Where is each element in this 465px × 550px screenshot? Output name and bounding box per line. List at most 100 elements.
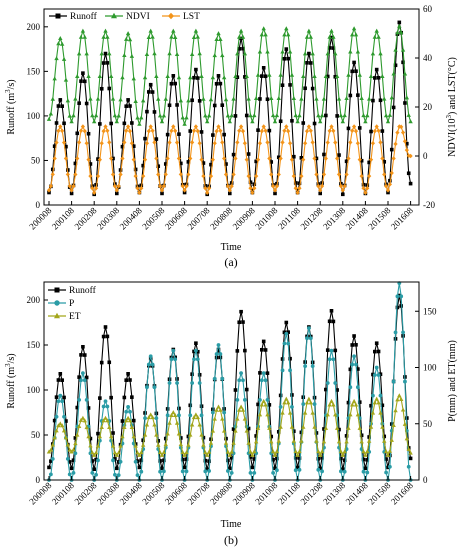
data-point (365, 449, 370, 454)
data-point (399, 294, 404, 299)
data-point (84, 140, 89, 146)
data-point (214, 81, 219, 86)
data-point (310, 86, 315, 91)
data-point (96, 458, 100, 463)
data-point (378, 393, 383, 398)
data-point (380, 129, 385, 133)
data-point (355, 412, 361, 417)
x-tick-label: 200608 (163, 480, 190, 507)
data-point (167, 51, 172, 56)
data-point (261, 66, 266, 70)
data-point (344, 434, 349, 438)
data-point (303, 364, 308, 368)
data-point (54, 428, 59, 433)
data-point (77, 140, 82, 145)
data-point (197, 51, 202, 56)
data-point (180, 115, 185, 120)
data-point (256, 128, 260, 132)
data-point (306, 396, 312, 401)
data-point (160, 191, 164, 196)
data-point (116, 450, 121, 455)
series-line-runoff (48, 295, 412, 471)
data-point (312, 73, 317, 78)
data-point (93, 185, 99, 191)
series-line-runoff (48, 22, 412, 196)
data-point (199, 73, 204, 78)
data-point (108, 73, 114, 78)
data-point (210, 410, 215, 415)
data-point (82, 378, 87, 383)
panel-b-panel-label: (b) (224, 533, 238, 547)
series-line-lst (48, 125, 411, 195)
data-point (273, 191, 277, 196)
data-point (265, 371, 270, 375)
data-point (342, 183, 347, 189)
data-point (275, 456, 279, 461)
data-point (208, 97, 214, 102)
data-point (145, 385, 149, 390)
x-tick-label: 201208 (298, 205, 325, 232)
y-tick-label-left: 100 (27, 385, 41, 395)
data-point (353, 402, 359, 407)
data-point (64, 144, 68, 149)
data-point (163, 442, 168, 447)
data-point (112, 450, 118, 455)
data-point (287, 410, 293, 415)
data-point (323, 156, 328, 161)
data-point (380, 424, 385, 429)
data-point (338, 449, 344, 454)
data-point (261, 371, 266, 376)
data-point (269, 172, 274, 177)
data-point (244, 428, 249, 433)
data-point (214, 352, 219, 356)
data-point (316, 449, 321, 454)
data-point (387, 182, 392, 187)
data-point (405, 141, 409, 146)
data-point (388, 453, 392, 458)
data-point (372, 34, 378, 39)
data-point (257, 49, 263, 54)
data-point (54, 414, 59, 419)
data-point (241, 378, 245, 383)
data-point (265, 397, 270, 402)
data-point (255, 425, 261, 430)
data-point (130, 121, 134, 125)
data-point (129, 425, 135, 430)
data-point (54, 56, 59, 61)
data-point (357, 400, 362, 404)
data-point (220, 103, 225, 107)
data-point (63, 156, 69, 161)
panel-a-series (46, 20, 413, 197)
data-point (240, 407, 246, 412)
data-point (248, 180, 253, 185)
data-point (282, 400, 287, 405)
data-point (133, 173, 138, 179)
data-point (278, 404, 283, 409)
data-point (120, 434, 125, 439)
x-tick-label: 201108 (276, 205, 302, 231)
data-point (80, 415, 86, 420)
data-point (118, 443, 123, 448)
data-point (197, 372, 202, 377)
data-point (162, 458, 166, 463)
data-point (382, 434, 387, 439)
data-point (158, 469, 163, 474)
data-point (169, 412, 174, 417)
data-point (48, 472, 53, 477)
data-point (318, 452, 323, 457)
data-point (288, 83, 292, 87)
data-point (129, 53, 135, 58)
data-point (389, 147, 394, 152)
data-point (124, 36, 129, 41)
data-point (374, 341, 379, 345)
data-point (103, 51, 108, 56)
x-tick-label: 200408 (118, 205, 145, 232)
data-point (58, 372, 63, 376)
data-point (88, 96, 93, 101)
data-point (373, 349, 377, 354)
x-tick-label: 200408 (118, 480, 145, 507)
data-point (122, 425, 127, 430)
data-point (125, 31, 131, 36)
data-point (289, 424, 295, 429)
data-point (135, 450, 140, 455)
